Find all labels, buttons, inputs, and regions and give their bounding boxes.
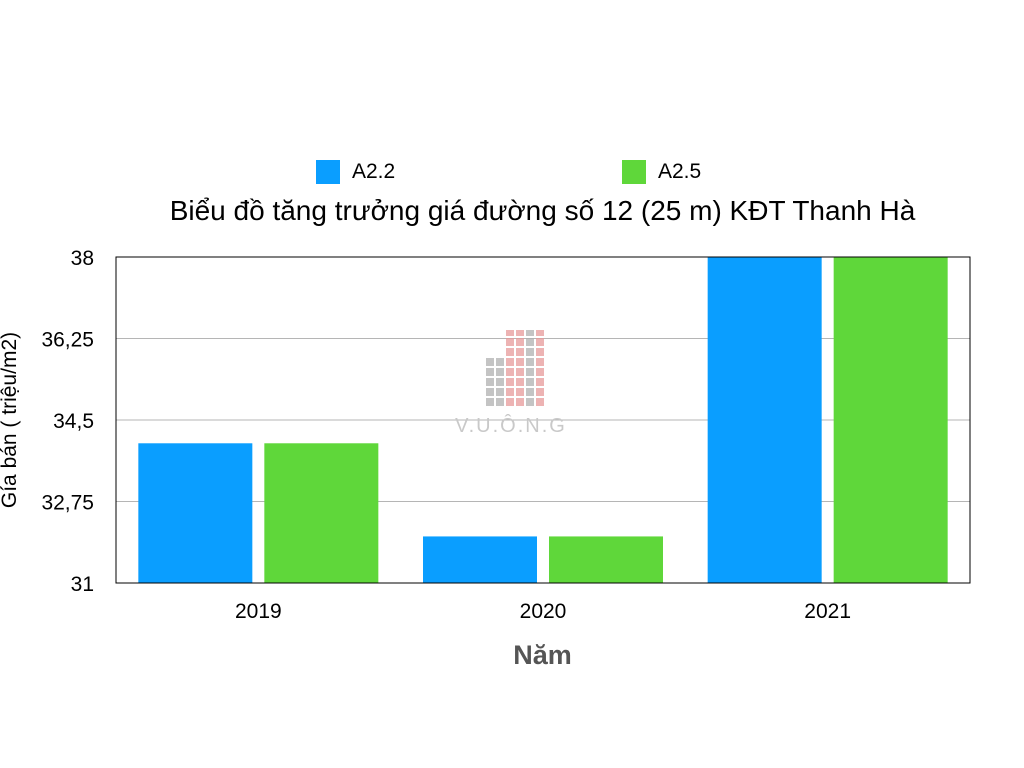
watermark-block — [526, 358, 534, 366]
watermark-block — [496, 388, 504, 396]
y-tick-label: 32,75 — [41, 492, 94, 515]
bar-A22-2019 — [138, 443, 253, 583]
y-axis-label: Gía bán ( triệu/m2) — [0, 331, 21, 509]
watermark-block — [486, 388, 494, 396]
y-tick-label: 38 — [71, 247, 94, 270]
watermark-block — [536, 338, 544, 346]
bar-A22-2020 — [423, 536, 537, 583]
x-tick-label: 2021 — [804, 600, 851, 623]
y-tick-label: 31 — [71, 573, 94, 596]
watermark-block — [526, 348, 534, 356]
watermark-block — [516, 338, 524, 346]
watermark-block — [536, 358, 544, 366]
watermark-logo: V.U.Ô.N.G — [446, 318, 576, 440]
y-tick-label: 34,5 — [53, 410, 94, 433]
watermark-block — [496, 358, 504, 366]
x-tick-label: 2019 — [235, 600, 282, 623]
watermark-block — [536, 348, 544, 356]
bar-A22-2021 — [707, 257, 822, 583]
watermark-block — [526, 398, 534, 406]
watermark-block — [526, 378, 534, 386]
watermark-block — [536, 388, 544, 396]
bar-A25-2020 — [549, 536, 663, 583]
legend-label-a22: A2.2 — [352, 160, 396, 183]
watermark-block — [486, 368, 494, 376]
watermark-block — [536, 398, 544, 406]
legend-swatch-a22 — [316, 160, 340, 184]
watermark-block — [506, 368, 514, 376]
watermark-block — [516, 358, 524, 366]
chart-title: Biểu đồ tăng trưởng giá đường số 12 (25 … — [169, 195, 916, 226]
watermark-block — [496, 368, 504, 376]
legend-item-a25: A2.5 — [622, 160, 701, 184]
watermark-block — [526, 338, 534, 346]
watermark-block — [516, 378, 524, 386]
x-axis-label: Năm — [513, 640, 572, 670]
watermark-block — [516, 388, 524, 396]
watermark-block — [536, 368, 544, 376]
legend-swatch-a25 — [622, 160, 646, 184]
watermark-block — [536, 378, 544, 386]
watermark-block — [506, 378, 514, 386]
watermark-block — [516, 348, 524, 356]
watermark-block — [516, 328, 524, 336]
watermark-block — [526, 368, 534, 376]
watermark-text: V.U.Ô.N.G — [455, 414, 567, 437]
watermark-block — [506, 338, 514, 346]
x-tick-label: 2020 — [520, 600, 567, 623]
legend-label-a25: A2.5 — [658, 160, 702, 183]
watermark-block — [486, 378, 494, 386]
watermark-block — [526, 328, 534, 336]
watermark-block — [516, 398, 524, 406]
watermark-block — [526, 388, 534, 396]
bar-A25-2021 — [833, 257, 948, 583]
watermark-block — [496, 398, 504, 406]
watermark-block — [516, 368, 524, 376]
watermark-block — [496, 378, 504, 386]
watermark-block — [536, 328, 544, 336]
watermark-block — [506, 388, 514, 396]
watermark-block — [506, 358, 514, 366]
watermark-block — [486, 358, 494, 366]
watermark-block — [506, 348, 514, 356]
bar-A25-2019 — [264, 443, 379, 583]
y-tick-label: 36,25 — [41, 329, 94, 352]
watermark-block — [486, 398, 494, 406]
watermark-block — [506, 328, 514, 336]
plot-frame — [115, 256, 971, 584]
legend-item-a22: A2.2 — [316, 160, 395, 184]
watermark-logo-icon: V.U.Ô.N.G — [455, 318, 567, 437]
watermark-block — [506, 398, 514, 406]
